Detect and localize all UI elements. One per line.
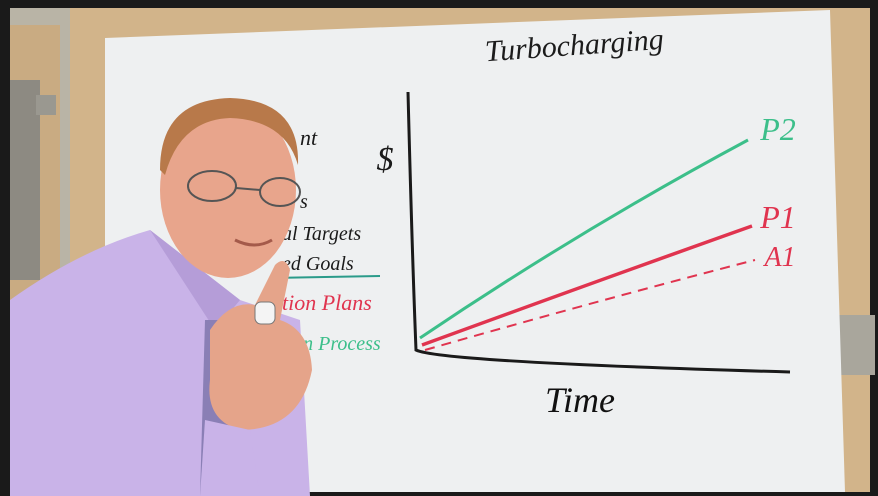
hinge xyxy=(36,95,56,115)
marker xyxy=(254,301,276,325)
list-item: nt xyxy=(300,125,318,150)
collar xyxy=(150,230,240,330)
list-item: tion Plans xyxy=(282,290,372,315)
line-label: P1 xyxy=(759,199,796,235)
list-item: ed Goals xyxy=(282,253,354,275)
head xyxy=(160,102,296,278)
y-axis-label: $ xyxy=(377,141,394,178)
list-item: s xyxy=(300,191,308,213)
hand xyxy=(209,261,312,430)
green-line xyxy=(419,138,749,340)
glasses xyxy=(187,170,301,207)
line-label: P2 xyxy=(759,111,796,147)
door-edge xyxy=(10,80,40,280)
dashed-line xyxy=(424,259,756,351)
bracket xyxy=(835,315,875,375)
axes xyxy=(406,91,791,374)
line-label: A1 xyxy=(762,242,795,273)
hair xyxy=(160,98,299,175)
sleeve xyxy=(200,420,260,496)
mouth xyxy=(234,238,273,247)
x-axis-label: Time xyxy=(545,380,615,420)
list-item: al Targets xyxy=(282,223,361,245)
red-line xyxy=(421,224,753,347)
